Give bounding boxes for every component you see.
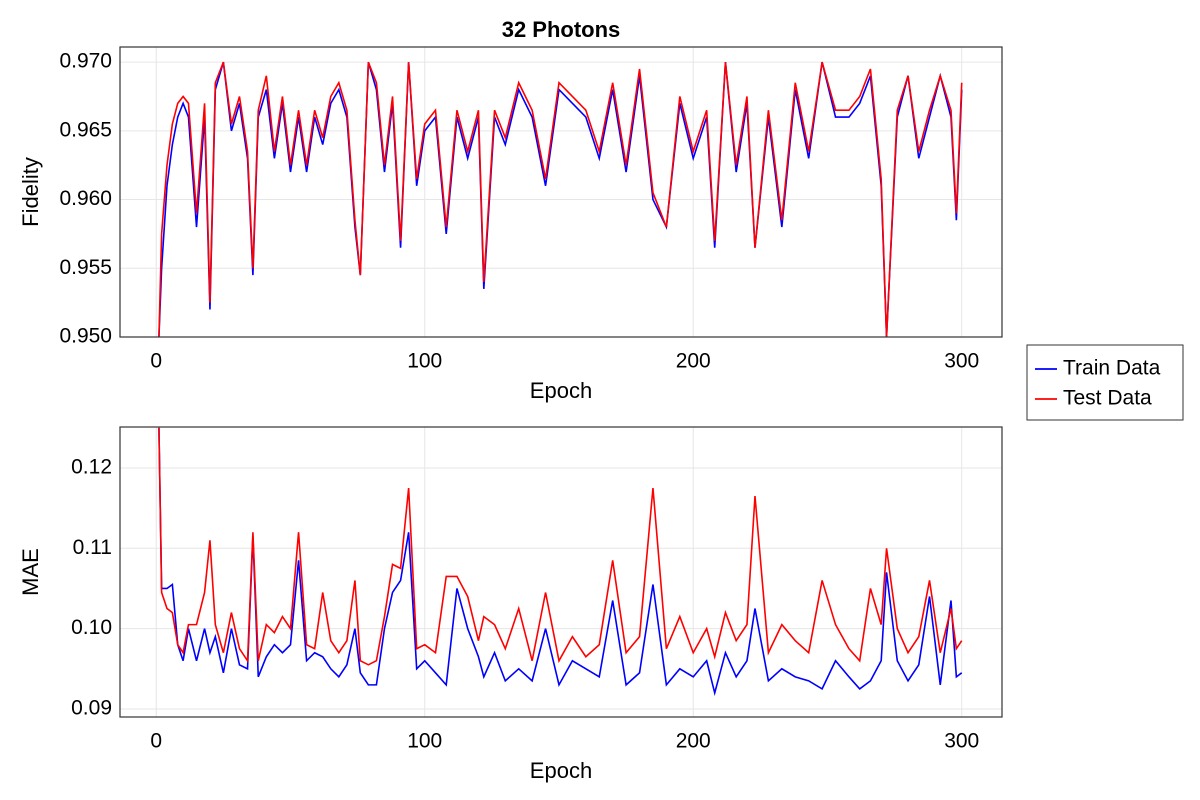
x-tick-label: 300 xyxy=(944,730,979,753)
legend-box xyxy=(1026,344,1184,421)
y-tick-label: 0.955 xyxy=(59,256,112,279)
y-tick-label: 0.10 xyxy=(71,616,112,639)
x-tick-label: 0 xyxy=(150,730,162,753)
y-tick-label: 0.11 xyxy=(73,536,112,559)
x-tick-label: 0 xyxy=(150,350,162,373)
y-tick-label: 0.970 xyxy=(59,50,112,73)
x-tick-label: 200 xyxy=(676,730,711,753)
plot-frame xyxy=(119,426,1003,718)
chart-title: 32 Photons xyxy=(502,17,621,42)
plot-frame xyxy=(119,46,1003,338)
y-axis-label: Fidelity xyxy=(18,157,43,227)
y-tick-label: 0.960 xyxy=(59,187,112,210)
y-tick-label: 0.09 xyxy=(71,697,112,720)
series-line xyxy=(158,427,963,697)
x-tick-label: 300 xyxy=(944,350,979,373)
x-tick-label: 200 xyxy=(676,350,711,373)
series-line xyxy=(158,427,963,666)
legend-label: Test Data xyxy=(1063,387,1152,410)
x-tick-label: 100 xyxy=(407,350,442,373)
series-line xyxy=(158,61,963,337)
x-axis-label: Epoch xyxy=(530,378,592,403)
y-tick-label: 0.950 xyxy=(59,325,112,348)
y-tick-label: 0.965 xyxy=(59,118,112,141)
x-axis-label: Epoch xyxy=(530,758,592,783)
y-axis-label: MAE xyxy=(18,548,43,596)
legend-label: Train Data xyxy=(1063,357,1161,380)
legend: Train Data Test Data xyxy=(1026,344,1184,421)
y-tick-label: 0.12 xyxy=(71,456,112,479)
x-tick-label: 100 xyxy=(407,730,442,753)
